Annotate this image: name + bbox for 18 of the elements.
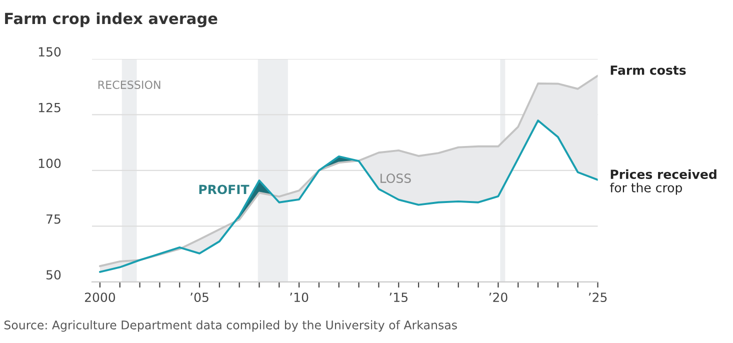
- x-tick-label: ’05: [190, 292, 208, 302]
- y-tick-label: 150: [38, 47, 61, 57]
- y-tick-label: 100: [38, 158, 61, 168]
- y-tick-label: 75: [46, 214, 60, 224]
- series-label: Farm costs: [610, 66, 686, 75]
- chart-title: Farm crop index average: [5, 12, 218, 28]
- y-tick-label: 125: [38, 102, 60, 112]
- x-tick-label: ’25: [588, 292, 607, 302]
- annotation: PROFIT: [199, 184, 250, 194]
- x-tick-label: ’20: [489, 292, 508, 302]
- source-note: Source: Agriculture Department data compiled by the University of Arkansas: [4, 320, 457, 332]
- annotation: LOSS: [380, 174, 411, 184]
- series-label: Prices received for the crop: [610, 169, 716, 195]
- band-label: RECESSION: [98, 80, 160, 89]
- x-tick-label: ’15: [390, 292, 408, 302]
- x-tick-label: 2000: [84, 292, 116, 302]
- y-tick-label: 50: [46, 270, 61, 280]
- x-tick-label: ’10: [290, 292, 308, 302]
